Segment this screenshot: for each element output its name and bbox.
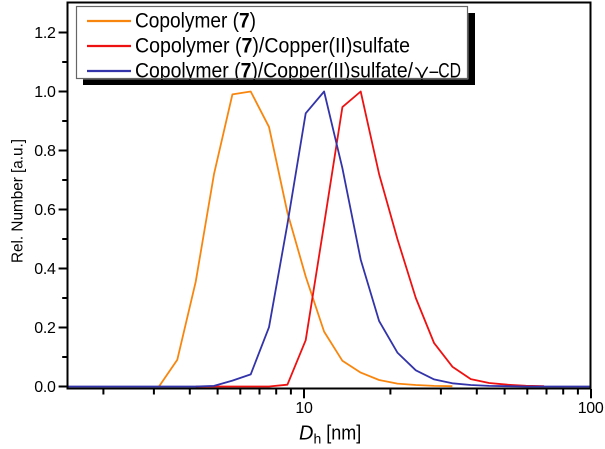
- svg-text:100: 100: [578, 400, 604, 417]
- svg-text:0.0: 0.0: [34, 379, 56, 396]
- svg-text:Dh [nm]: Dh [nm]: [299, 423, 361, 447]
- svg-text:0.4: 0.4: [34, 261, 56, 278]
- svg-text:Rel. Number [a.u.]: Rel. Number [a.u.]: [9, 139, 26, 263]
- svg-text:Copolymer (7)/Copper(II)sulfat: Copolymer (7)/Copper(II)sulfate: [135, 35, 410, 58]
- svg-text:10: 10: [295, 400, 313, 417]
- svg-text:1.2: 1.2: [34, 25, 56, 42]
- svg-text:0.6: 0.6: [34, 202, 56, 219]
- svg-text:Copolymer (7): Copolymer (7): [135, 10, 256, 33]
- svg-text:Copolymer (7)/Copper(II)sulfat: Copolymer (7)/Copper(II)sulfate/: [135, 60, 413, 83]
- svg-text:1.0: 1.0: [34, 84, 56, 101]
- svg-text:0.8: 0.8: [34, 143, 56, 160]
- svg-text:–CD: –CD: [430, 60, 462, 83]
- svg-text:0.2: 0.2: [34, 320, 56, 337]
